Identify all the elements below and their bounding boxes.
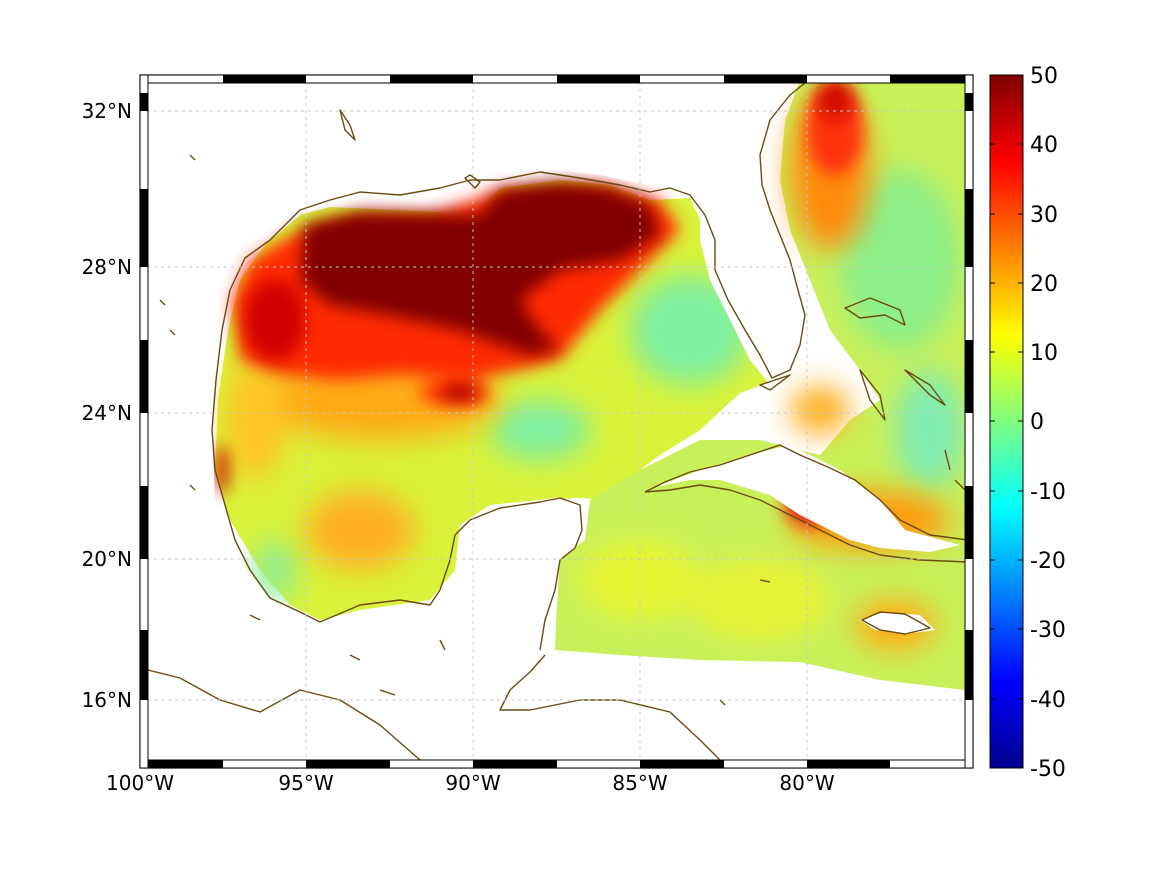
map-frame bbox=[139, 74, 974, 769]
colorbar: 50 40 30 20 10 0 -10 -20 -30 -40 -50 bbox=[989, 64, 1066, 782]
lon-label-100w: 100°W bbox=[106, 771, 174, 795]
lon-label-95w: 95°W bbox=[278, 771, 333, 795]
colorbar-label-10: 10 bbox=[1030, 341, 1058, 366]
graticule bbox=[140, 75, 973, 768]
colorbar-label-neg30: -30 bbox=[1030, 618, 1066, 643]
lat-label-32n: 32°N bbox=[82, 99, 132, 123]
colorbar-label-30: 30 bbox=[1030, 203, 1058, 228]
lon-label-85w: 85°W bbox=[612, 771, 667, 795]
colorbar-label-0: 0 bbox=[1030, 410, 1044, 435]
longitude-labels: 100°W 95°W 90°W 85°W 80°W bbox=[106, 771, 835, 795]
lat-label-16n: 16°N bbox=[82, 688, 132, 712]
colorbar-label-20: 20 bbox=[1030, 272, 1058, 297]
colorbar-label-neg20: -20 bbox=[1030, 549, 1066, 574]
lon-label-90w: 90°W bbox=[445, 771, 500, 795]
colorbar-gradient bbox=[989, 74, 1024, 769]
lat-label-24n: 24°N bbox=[82, 401, 132, 425]
colorbar-label-neg40: -40 bbox=[1030, 688, 1066, 713]
colorbar-label-neg50: -50 bbox=[1030, 757, 1066, 782]
colorbar-label-neg10: -10 bbox=[1030, 480, 1066, 505]
latitude-labels: 32°N 28°N 24°N 20°N 16°N bbox=[82, 99, 132, 712]
lat-label-20n: 20°N bbox=[82, 547, 132, 571]
colorbar-label-50: 50 bbox=[1030, 64, 1058, 89]
lon-label-80w: 80°W bbox=[779, 771, 834, 795]
data-field bbox=[140, 75, 973, 768]
coastlines bbox=[140, 75, 973, 761]
colorbar-label-40: 40 bbox=[1030, 133, 1058, 158]
lat-label-28n: 28°N bbox=[82, 255, 132, 279]
colorbar-ticks bbox=[990, 143, 1023, 700]
